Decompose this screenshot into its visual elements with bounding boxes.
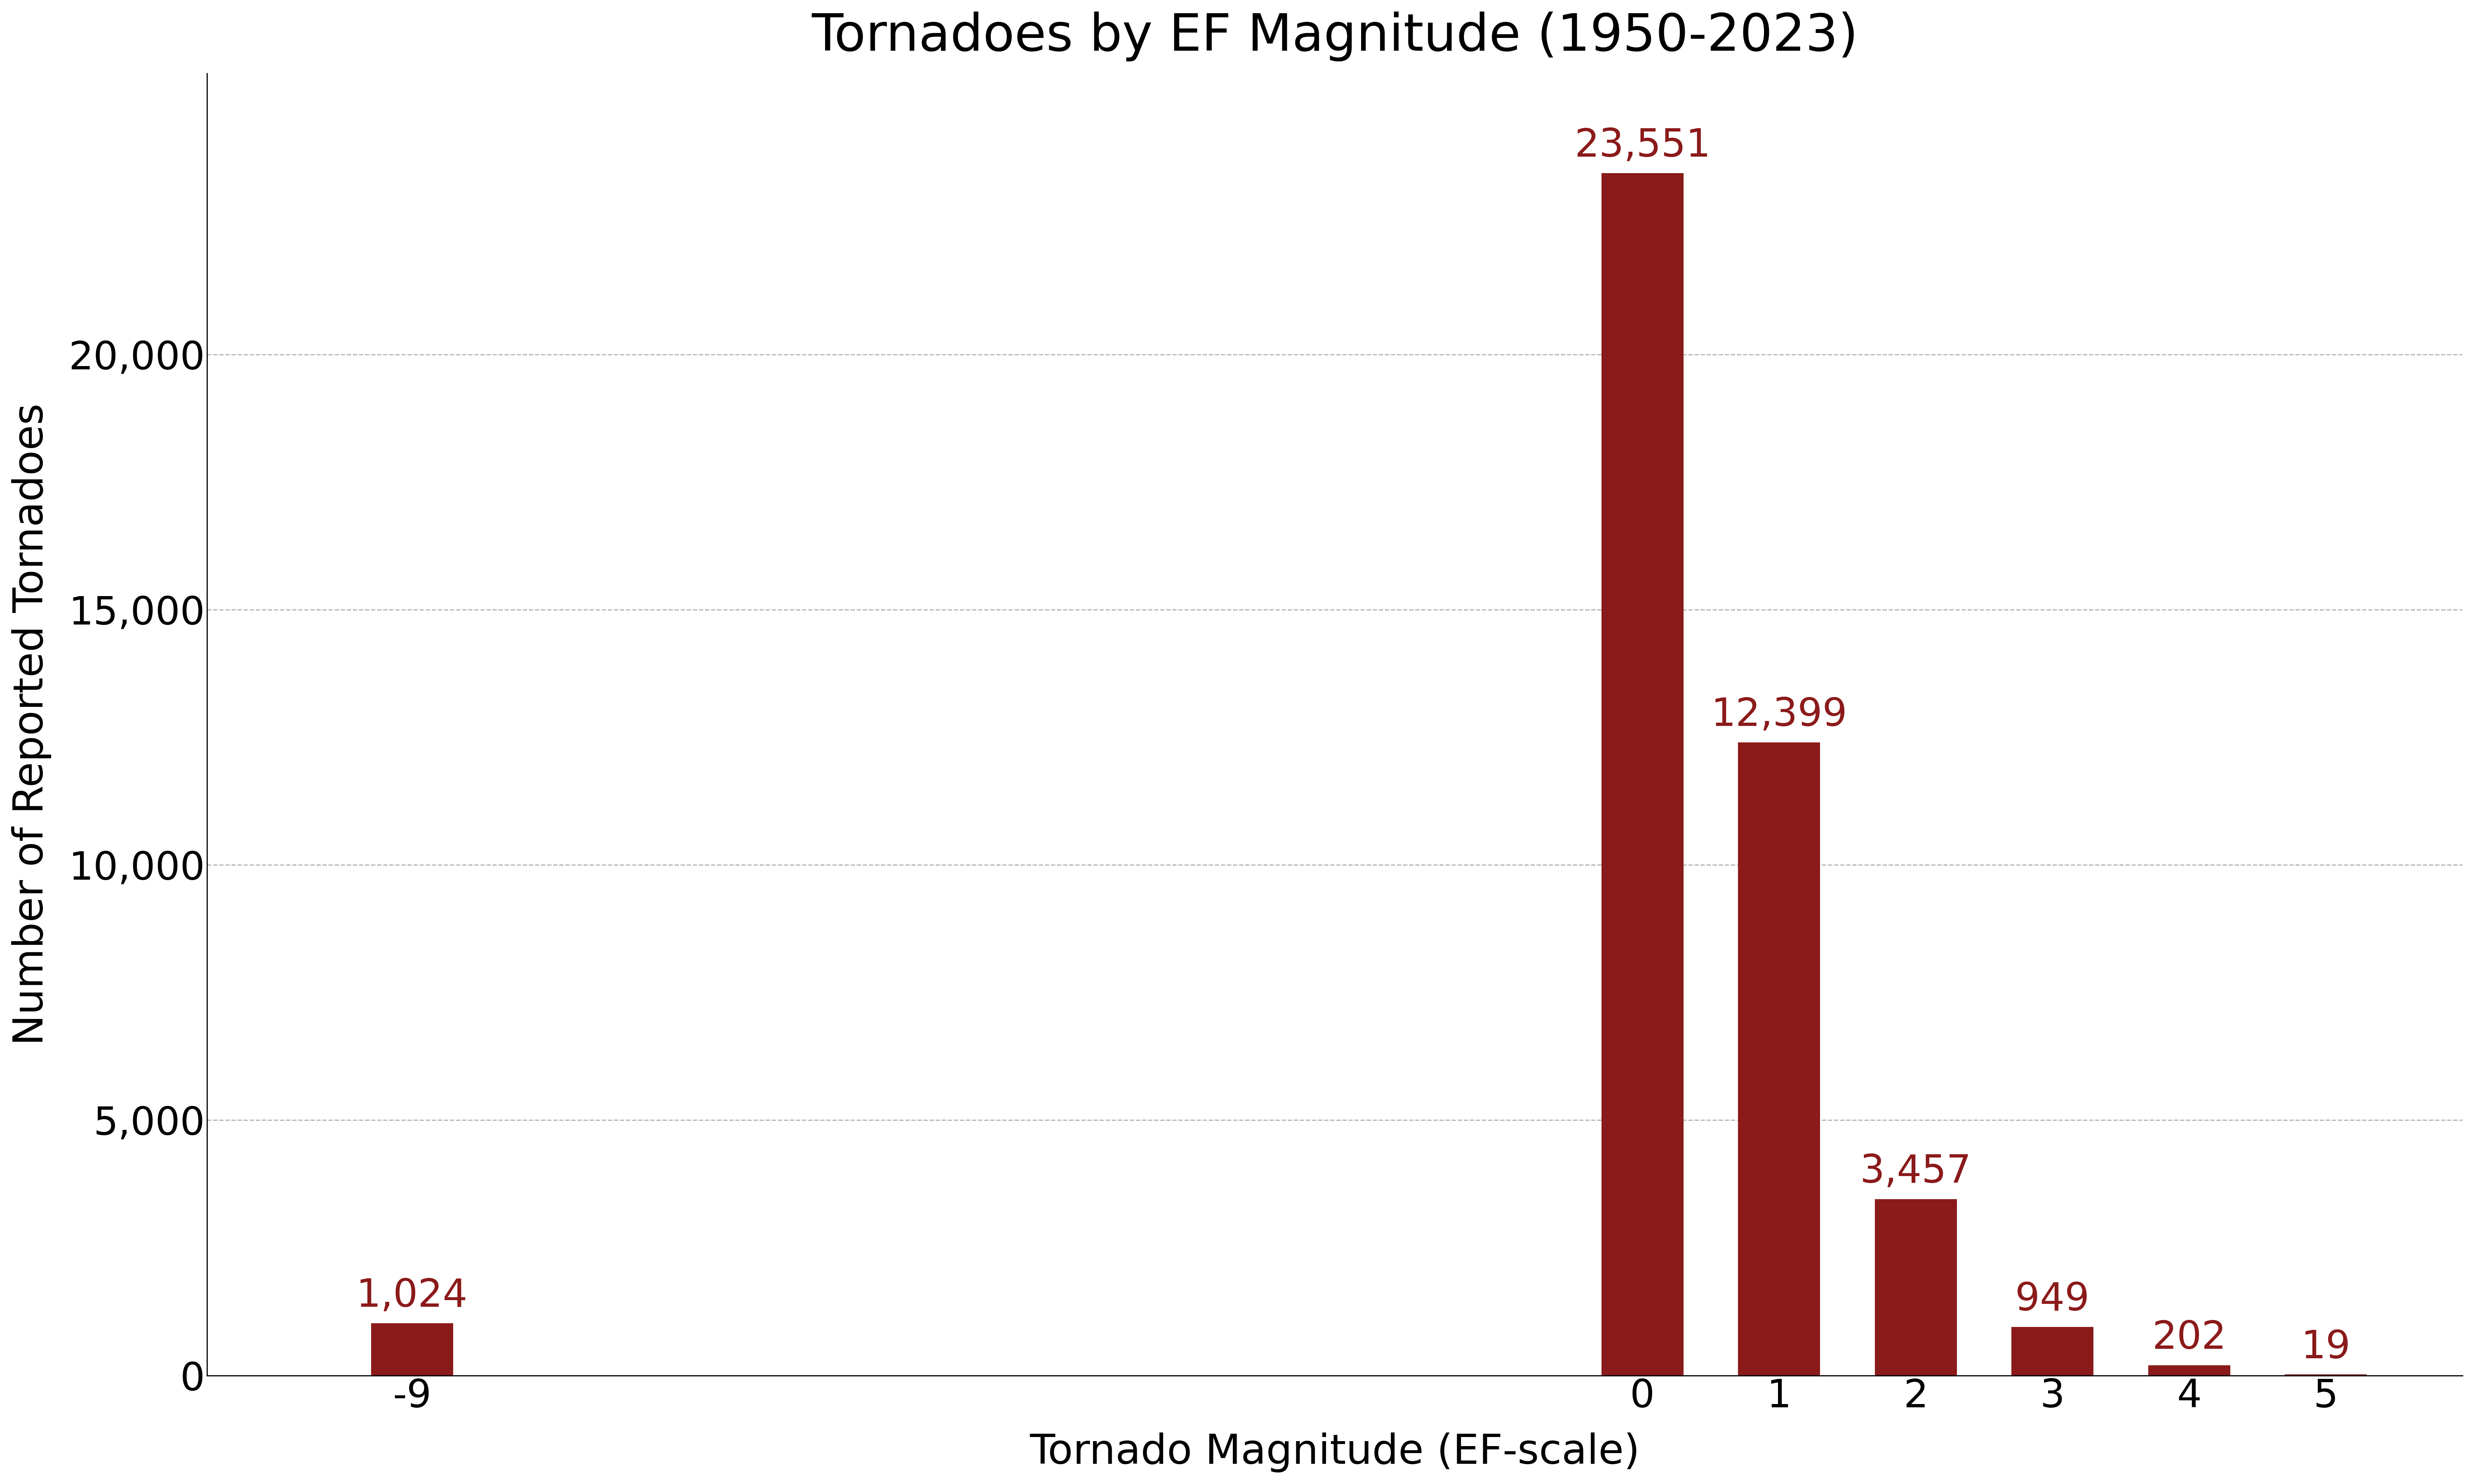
Text: 202: 202	[2152, 1319, 2227, 1356]
Text: 3,457: 3,457	[1860, 1153, 1972, 1190]
Text: 949: 949	[2016, 1281, 2091, 1319]
Bar	[1601, 174, 1682, 1376]
Bar	[1739, 742, 1821, 1376]
Bar	[2147, 1365, 2229, 1376]
Bar	[371, 1324, 453, 1376]
Text: 1,024: 1,024	[356, 1278, 468, 1315]
Bar	[1875, 1199, 1957, 1376]
Bar	[2011, 1327, 2093, 1376]
Title: Tornadoes by EF Magnitude (1950-2023): Tornadoes by EF Magnitude (1950-2023)	[811, 12, 1858, 61]
Y-axis label: Number of Reported Tornadoes: Number of Reported Tornadoes	[12, 404, 52, 1046]
Text: 19: 19	[2301, 1328, 2350, 1367]
Text: 12,399: 12,399	[1712, 696, 1848, 735]
X-axis label: Tornado Magnitude (EF-scale): Tornado Magnitude (EF-scale)	[1029, 1432, 1640, 1472]
Text: 23,551: 23,551	[1573, 128, 1710, 165]
